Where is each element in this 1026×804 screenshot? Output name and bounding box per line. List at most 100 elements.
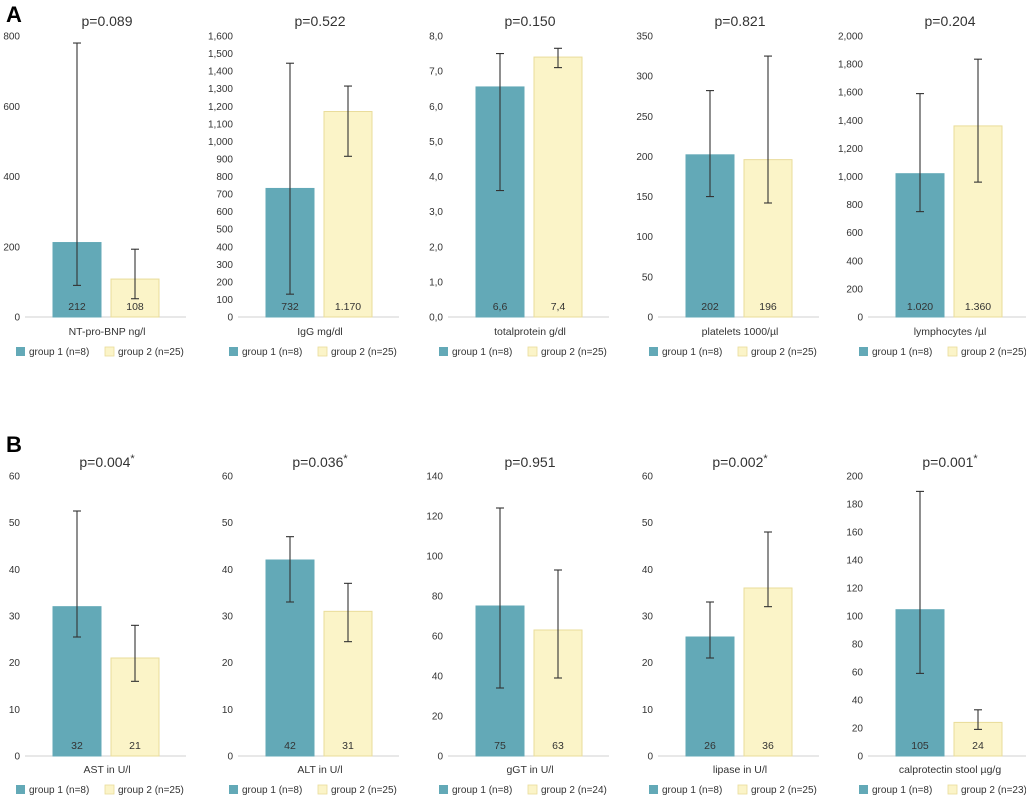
y-tick-label: 350 xyxy=(636,32,653,43)
y-tick-label: 0 xyxy=(647,752,653,763)
legend-swatch-group-1 xyxy=(229,785,238,794)
chart-5: p=0.204 0 200 400 600 800 1,000 1,200 1,400 1,600… xyxy=(838,13,1026,358)
chart-9: p=0.002* 0 10 20 30 40 50 60 26 36 lipase in U/l gr… xyxy=(642,453,819,796)
x-axis-label: IgG mg/dl xyxy=(297,326,343,338)
legend-label-group-2: group 2 (n=25) xyxy=(961,347,1026,358)
x-axis-label: lipase in U/l xyxy=(713,764,767,776)
y-tick-label: 120 xyxy=(426,512,443,523)
y-tick-label: 800 xyxy=(846,200,863,211)
chart-1: p=0.089 0 200 400 600 800 212 108 NT-pro-BNP ng/… xyxy=(3,13,186,358)
chart-10: p=0.001* 0 20 40 60 80 100 120 140 160 180 200 105 24… xyxy=(846,453,1026,796)
y-tick-label: 3,0 xyxy=(429,207,443,218)
y-tick-label: 120 xyxy=(846,584,863,595)
legend-swatch-group-2 xyxy=(947,346,958,357)
legend-label-group-2: group 2 (n=23) xyxy=(961,785,1026,796)
y-tick-label: 20 xyxy=(9,658,21,669)
y-tick-label: 7,0 xyxy=(429,67,443,78)
bar-value-label-2: 108 xyxy=(126,301,144,313)
y-tick-label: 1,200 xyxy=(838,144,863,155)
legend-label-group-1: group 1 (n=8) xyxy=(662,347,722,358)
y-tick-label: 0 xyxy=(227,752,233,763)
y-tick-label: 1,800 xyxy=(838,60,863,71)
y-tick-label: 1,200 xyxy=(208,102,233,113)
legend-label-group-1: group 1 (n=8) xyxy=(872,347,932,358)
chart-title-text: p=0.522 xyxy=(295,13,346,29)
y-tick-label: 100 xyxy=(636,232,653,243)
legend-label-group-1: group 1 (n=8) xyxy=(29,785,89,796)
panel-label-a: A xyxy=(6,2,22,27)
y-tick-label: 40 xyxy=(642,565,654,576)
y-tick-label: 800 xyxy=(216,172,233,183)
y-tick-label: 1,300 xyxy=(208,84,233,95)
y-tick-label: 200 xyxy=(3,242,20,253)
chart-title: p=0.522 xyxy=(295,13,346,29)
bar-value-label-1: 1.020 xyxy=(907,301,933,313)
y-tick-label: 0 xyxy=(14,752,20,763)
y-tick-label: 5,0 xyxy=(429,137,443,148)
y-tick-label: 40 xyxy=(852,696,864,707)
y-tick-label: 1,000 xyxy=(208,137,233,148)
y-tick-label: 30 xyxy=(222,612,234,623)
y-tick-label: 200 xyxy=(846,472,863,483)
y-tick-label: 0 xyxy=(857,313,863,324)
y-tick-label: 400 xyxy=(216,242,233,253)
chart-title-text: p=0.089 xyxy=(82,13,133,29)
legend-swatch-group-2 xyxy=(527,784,538,795)
bar-group-2 xyxy=(533,56,583,318)
y-tick-label: 2,000 xyxy=(838,32,863,43)
y-tick-label: 400 xyxy=(846,256,863,267)
y-tick-label: 50 xyxy=(222,518,234,529)
y-tick-label: 600 xyxy=(846,228,863,239)
y-tick-label: 20 xyxy=(222,658,234,669)
y-tick-label: 2,0 xyxy=(429,242,443,253)
legend-swatch-group-1 xyxy=(16,347,25,356)
legend-label-group-1: group 1 (n=8) xyxy=(242,785,302,796)
legend-label-group-2: group 2 (n=25) xyxy=(118,347,184,358)
legend-swatch-group-1 xyxy=(649,785,658,794)
chart-title: p=0.036* xyxy=(292,453,348,470)
y-tick-label: 100 xyxy=(426,552,443,563)
legend-swatch-group-2 xyxy=(104,346,115,357)
legend-swatch-group-1 xyxy=(439,347,448,356)
legend-swatch-group-2 xyxy=(947,784,958,795)
panel-label-b: B xyxy=(6,432,22,457)
y-tick-label: 10 xyxy=(9,705,21,716)
chart-title-text: p=0.204 xyxy=(925,13,976,29)
chart-title: p=0.821 xyxy=(715,13,766,29)
y-tick-label: 600 xyxy=(3,102,20,113)
y-tick-label: 200 xyxy=(216,277,233,288)
y-tick-label: 1,0 xyxy=(429,277,443,288)
legend-label-group-2: group 2 (n=25) xyxy=(541,347,607,358)
significance-mark: * xyxy=(973,453,978,465)
y-tick-label: 1,400 xyxy=(208,67,233,78)
bar-value-label-1: 105 xyxy=(911,740,929,752)
legend-swatch-group-2 xyxy=(737,346,748,357)
bar-value-label-1: 32 xyxy=(71,740,83,752)
x-axis-label: lymphocytes /µl xyxy=(914,326,987,338)
y-tick-label: 100 xyxy=(846,612,863,623)
significance-mark: * xyxy=(343,453,348,465)
x-axis-label: ALT in U/l xyxy=(297,764,342,776)
legend-label-group-1: group 1 (n=8) xyxy=(29,347,89,358)
significance-mark: * xyxy=(763,453,768,465)
x-axis-label: NT-pro-BNP ng/l xyxy=(69,326,146,338)
y-tick-label: 60 xyxy=(9,472,21,483)
bar-value-label-2: 24 xyxy=(972,740,984,752)
y-tick-label: 0 xyxy=(227,313,233,324)
y-tick-label: 600 xyxy=(216,207,233,218)
bar-value-label-2: 36 xyxy=(762,740,774,752)
legend-swatch-group-1 xyxy=(859,785,868,794)
y-tick-label: 10 xyxy=(222,705,234,716)
bar-value-label-2: 7,4 xyxy=(551,301,566,313)
y-tick-label: 60 xyxy=(432,632,444,643)
y-tick-label: 60 xyxy=(642,472,654,483)
chart-title: p=0.089 xyxy=(82,13,133,29)
legend-swatch-group-1 xyxy=(439,785,448,794)
chart-title-text: p=0.150 xyxy=(505,13,556,29)
x-axis-label: platelets 1000/µl xyxy=(702,326,779,338)
y-tick-label: 20 xyxy=(642,658,654,669)
y-tick-label: 140 xyxy=(426,472,443,483)
bar-value-label-2: 1.170 xyxy=(335,301,361,313)
